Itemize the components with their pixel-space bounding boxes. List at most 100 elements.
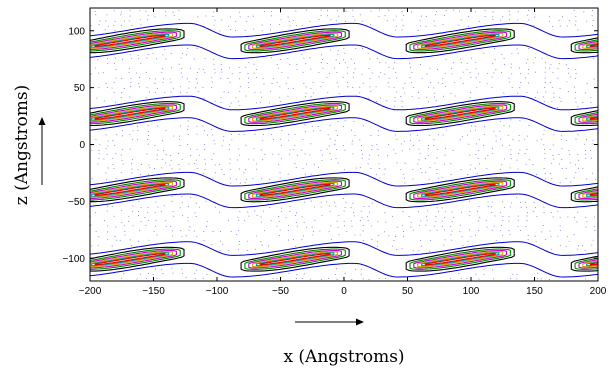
field-dot [111,87,114,89]
field-dot [256,235,259,237]
field-dot [459,231,462,233]
field-dot [501,201,505,203]
field-dot [121,283,123,284]
field-dot [467,25,471,28]
field-dot [330,158,334,160]
field-dot [147,173,151,175]
field-dot [519,149,522,151]
field-dot [94,11,97,13]
field-dot [401,11,404,13]
field-dot [493,48,497,50]
contour-outer [90,262,598,278]
field-dot [544,178,548,180]
field-dot [188,87,191,89]
field-dot [394,97,397,99]
field-dot [179,86,183,88]
field-dot [88,284,90,285]
field-dot [129,96,132,98]
field-dot [434,14,438,16]
field-dot [353,62,357,65]
field-dot [492,63,495,65]
field-dot [245,95,248,97]
field-dot [115,77,118,79]
field-dot [131,159,135,161]
contour-loop [420,33,500,48]
field-dot [462,83,465,85]
field-dot [359,139,362,141]
field-dot [557,67,560,70]
contour-loop [90,249,177,269]
contour-loop [90,252,170,267]
field-dot [378,235,381,237]
field-dot [342,145,345,147]
field-dot [383,231,387,233]
field-dot [156,154,159,156]
field-dot [237,249,241,251]
field-dot [444,217,447,219]
contour-loop [90,106,170,121]
field-dot [162,78,166,80]
field-dot [474,62,477,64]
field-dot [113,215,116,218]
contour-loop [90,102,181,125]
field-dot [544,67,548,69]
field-dot [593,216,597,218]
field-dot [334,143,337,146]
field-dot [314,219,317,222]
contour-loop [0,105,11,122]
field-dot [476,210,480,213]
field-dot [140,63,143,65]
field-dot [147,131,150,133]
field-dot [148,77,152,80]
field-dot [449,278,452,280]
field-dot [401,248,404,250]
field-dot [171,283,173,284]
field-dot [171,196,174,198]
field-dot [421,77,424,80]
field-dot [545,239,548,241]
field-dot [197,283,199,284]
field-dot [326,76,329,79]
field-dot [544,71,547,73]
field-dot [112,140,115,142]
field-dot [475,68,478,70]
field-dot [170,91,173,93]
field-dot [276,225,279,228]
field-dot [395,153,398,155]
field-dot [261,30,264,32]
field-dot [123,225,126,227]
field-dot [491,229,494,231]
contour-loop [420,106,500,121]
field-dot [558,63,561,65]
field-dot [337,5,339,6]
y-axis-label: z (Angstroms) [12,85,32,206]
field-dot [247,240,250,242]
field-dot [305,63,308,65]
field-dot [121,135,125,137]
field-dot [157,206,160,208]
field-dot [214,6,216,7]
field-dot [194,273,197,275]
field-dot [410,11,414,13]
field-dot [169,164,172,166]
contour-loop [94,183,166,196]
field-dot [511,73,514,75]
field-dot [187,217,190,219]
contour-outer [90,22,598,38]
contour-loop [90,101,185,127]
field-dot [450,283,452,284]
field-dot [442,95,446,98]
field-dot [478,206,481,208]
field-dot [212,177,215,179]
field-dot [238,220,241,222]
field-dot [320,201,323,203]
field-dot [245,168,248,171]
field-dot [223,91,226,93]
field-dot [229,81,232,83]
field-dot [577,106,580,108]
contour-loop [0,251,11,268]
field-dot [501,164,504,166]
field-dot [476,87,479,89]
field-dot [171,6,173,7]
field-dot [204,57,207,60]
